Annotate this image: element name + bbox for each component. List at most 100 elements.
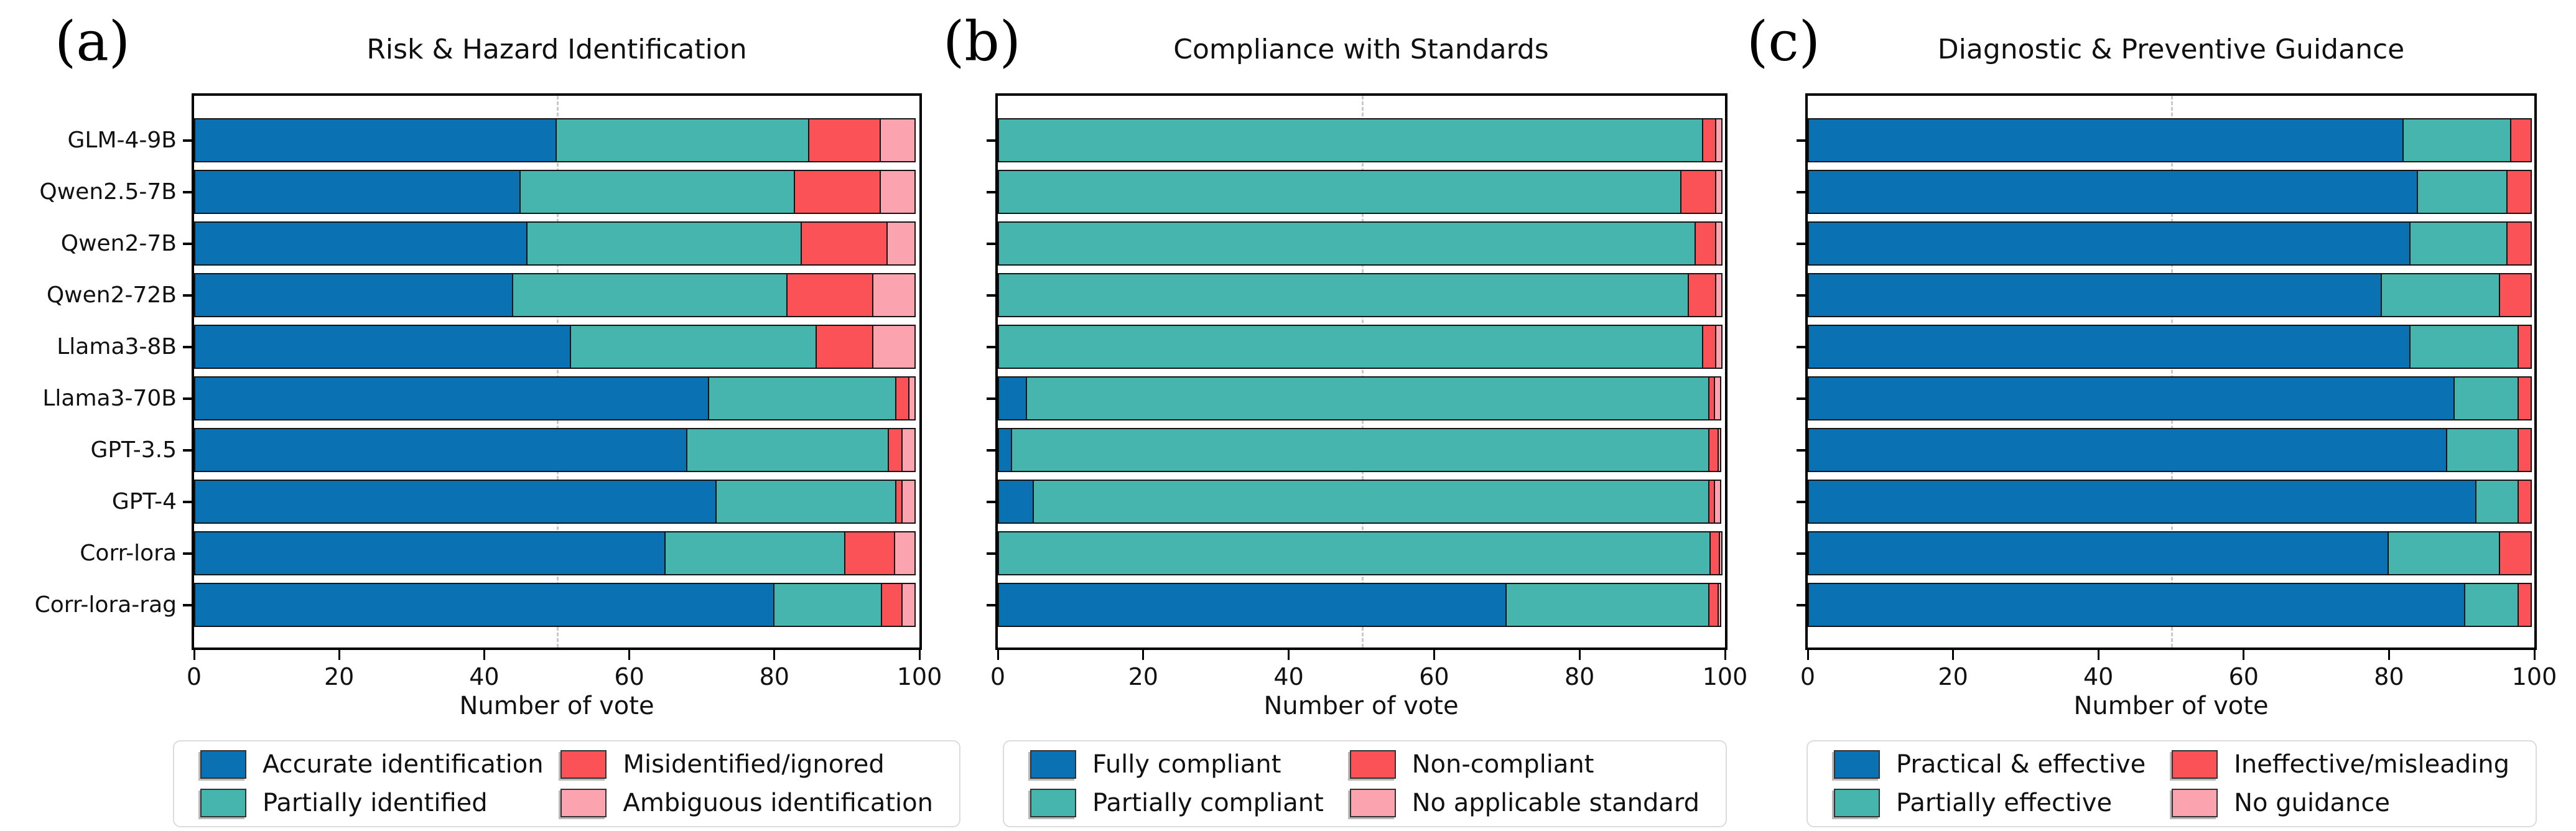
bar-segment: [1808, 221, 2411, 266]
legend-item: No guidance: [2172, 789, 2509, 817]
bar-segment: [908, 376, 916, 420]
y-tick-label: Qwen2-7B: [60, 230, 177, 256]
x-tick-mark: [1433, 650, 1435, 660]
bar-row-glm-4-9b: [1808, 118, 2534, 162]
bar-row-qwen2-7b: [194, 221, 919, 266]
x-tick-mark: [2097, 650, 2099, 660]
bar-segment: [880, 583, 903, 627]
y-tick-mark: [183, 242, 192, 245]
bar-segment: [1033, 480, 1709, 524]
legend-label: Partially compliant: [1092, 789, 1324, 817]
legend-swatch: [2172, 789, 2218, 817]
y-tick-label: Qwen2-72B: [46, 282, 177, 308]
bar-segment: [194, 221, 528, 266]
x-tick-label: 80: [1565, 663, 1595, 690]
legend-label: Misidentified/ignored: [623, 750, 885, 779]
bar-row-llama3-8b: [998, 325, 1725, 369]
x-tick-label: 20: [1128, 663, 1158, 690]
bar-row-qwen2.5-7b: [998, 170, 1725, 214]
bar-segment: [194, 428, 687, 472]
bar-segment: [1808, 376, 2455, 420]
x-tick-mark: [773, 650, 776, 660]
y-tick-mark: [987, 500, 995, 503]
bar-segment: [998, 480, 1035, 524]
bar-segment: [1708, 583, 1719, 627]
bar-segment: [895, 376, 910, 420]
x-tick-mark: [628, 650, 631, 660]
bar-segment: [1715, 118, 1723, 162]
plot-area-c: [1805, 93, 2537, 650]
bar-segment: [2380, 273, 2501, 317]
bar-segment: [2499, 273, 2532, 317]
x-tick-label: 20: [324, 663, 355, 690]
x-tick-label: 40: [1273, 663, 1304, 690]
y-tick-mark: [987, 448, 995, 452]
bar-segment: [1808, 325, 2411, 369]
y-tick-mark: [183, 139, 192, 142]
y-tick-label: GPT-3.5: [90, 437, 177, 463]
bar-row-glm-4-9b: [194, 118, 919, 162]
bar-segment: [895, 480, 903, 524]
bar-segment: [2409, 325, 2519, 369]
y-tick-label: Llama3-8B: [57, 333, 177, 360]
x-tick-label: 100: [2511, 663, 2557, 690]
bar-segment: [1808, 583, 2466, 627]
x-tick-label: 40: [2083, 663, 2114, 690]
bar-row-gpt-4: [194, 480, 919, 524]
y-tick-mark: [987, 190, 995, 193]
bar-segment: [1715, 325, 1723, 369]
bar-row-llama3-8b: [1808, 325, 2534, 369]
bar-segment: [1505, 583, 1709, 627]
bar-segment: [1701, 118, 1717, 162]
bar-row-gpt-3.5: [194, 428, 919, 472]
bar-segment: [2517, 583, 2532, 627]
bar-segment: [2517, 325, 2532, 369]
bar-segment: [998, 273, 1689, 317]
bar-segment: [1687, 273, 1717, 317]
bar-segment: [194, 170, 521, 214]
legend-swatch: [200, 750, 246, 779]
y-tick-mark: [1797, 397, 1805, 400]
x-tick-mark: [483, 650, 485, 660]
bar-row-qwen2-7b: [998, 221, 1725, 266]
bar-row-llama3-8b: [194, 325, 919, 369]
y-tick-mark: [1797, 190, 1805, 193]
bar-segment: [2475, 480, 2519, 524]
x-tick-label: 0: [186, 663, 202, 690]
bars-container: [998, 96, 1725, 648]
bar-segment: [1718, 428, 1721, 472]
bar-segment: [998, 376, 1027, 420]
legend-swatch: [1349, 750, 1396, 779]
bar-row-llama3-70b: [1808, 376, 2534, 420]
bar-segment: [998, 325, 1703, 369]
bar-segment: [2402, 118, 2511, 162]
x-tick-label: 60: [2228, 663, 2259, 690]
bar-segment: [2517, 376, 2532, 420]
legend-swatch: [1834, 789, 1880, 817]
y-tick-mark: [987, 345, 995, 348]
legend-swatch: [1349, 789, 1396, 817]
bar-segment: [707, 376, 897, 420]
x-tick-label: 40: [469, 663, 500, 690]
x-tick-mark: [1952, 650, 1955, 660]
bar-segment: [2388, 531, 2501, 575]
legend-swatch: [1030, 789, 1076, 817]
legend-swatch: [200, 789, 246, 817]
bar-row-corr-lora-rag: [194, 583, 919, 627]
x-tick-label: 80: [759, 663, 789, 690]
x-axis-label-b: Number of vote: [1263, 692, 1459, 720]
bar-segment: [886, 221, 916, 266]
bar-segment: [194, 376, 709, 420]
panel-letter-a: (a): [55, 9, 131, 73]
y-tick-mark: [1797, 294, 1805, 297]
legend-c: Practical & effective Ineffective/mislead…: [1806, 740, 2537, 827]
bar-row-qwen2.5-7b: [194, 170, 919, 214]
bar-segment: [998, 531, 1711, 575]
y-tick-label: GLM-4-9B: [67, 127, 177, 153]
legend-label: Partially effective: [1896, 789, 2113, 817]
bar-segment: [844, 531, 895, 575]
legend-label: Practical & effective: [1896, 750, 2146, 779]
bar-segment: [715, 480, 897, 524]
bar-segment: [2409, 221, 2508, 266]
